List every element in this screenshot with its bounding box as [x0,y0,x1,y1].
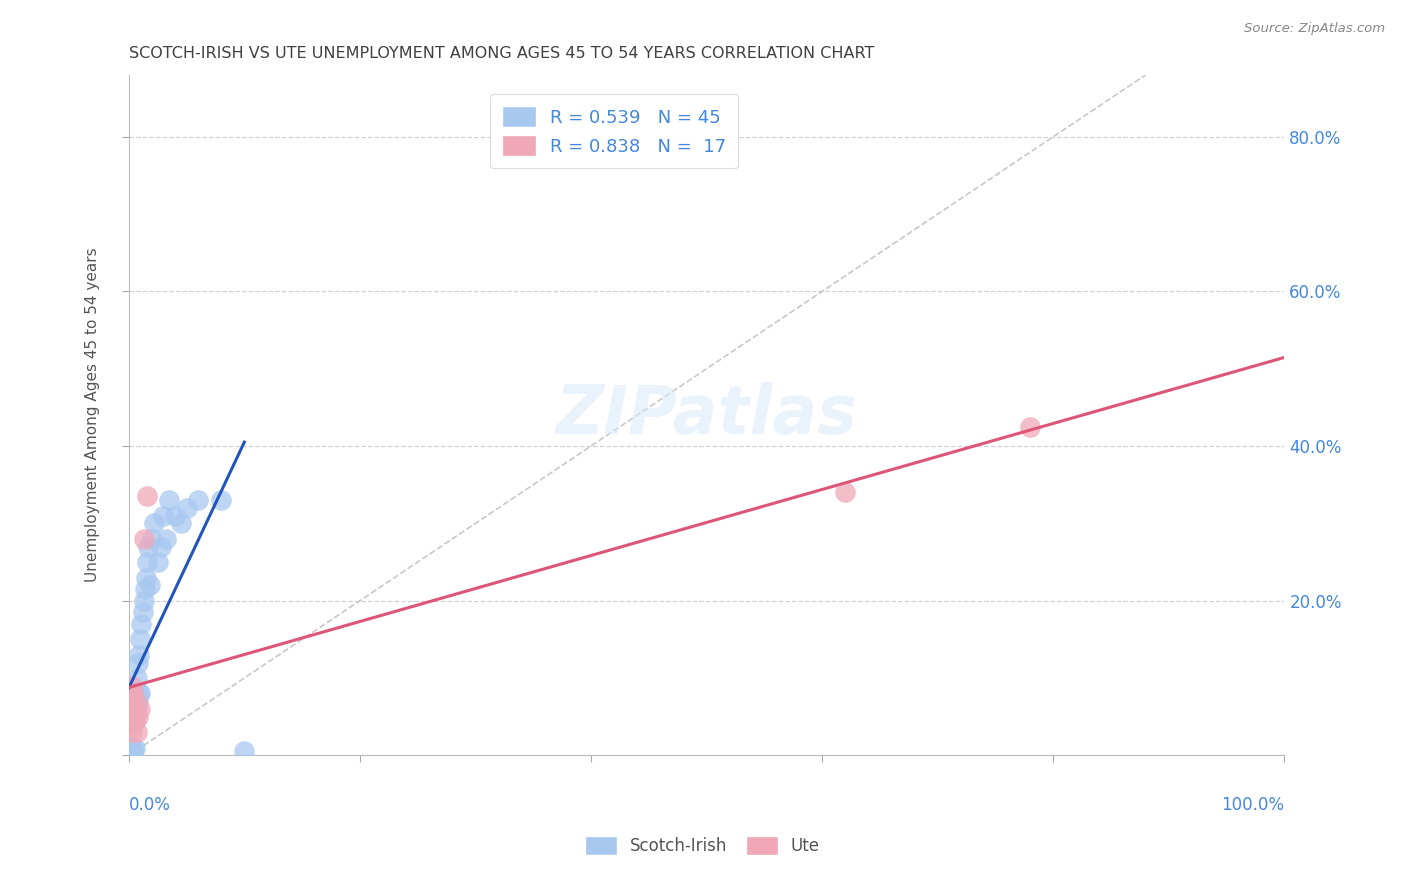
Point [125,706,148,720]
Point [132,532,155,546]
Point [138,578,160,592]
Point [150,540,173,554]
Point [163,508,186,523]
Point [122,742,145,756]
Point [136,555,159,569]
Point [125,725,148,739]
Point [141,532,163,546]
Point [121,740,143,755]
Point [125,686,148,700]
Point [129,686,152,700]
Point [135,570,157,584]
Point [124,714,146,728]
Y-axis label: Unemployment Among Ages 45 to 54 years: Unemployment Among Ages 45 to 54 years [86,248,100,582]
Text: 0.0%: 0.0% [129,797,170,814]
Point [129,632,152,647]
Point [122,686,145,700]
Point [157,493,180,508]
Point [176,500,198,515]
Point [118,740,141,755]
Point [233,744,256,758]
Legend: R = 0.539   N = 45, R = 0.838   N =  17: R = 0.539 N = 45, R = 0.838 N = 17 [489,95,738,169]
Point [118,709,141,723]
Point [120,740,142,755]
Point [1019,419,1042,434]
Point [127,694,149,708]
Point [120,717,142,731]
Point [121,725,143,739]
Point [122,702,145,716]
Point [170,516,193,531]
Point [121,742,143,756]
Point [152,508,174,523]
Legend: Scotch-Irish, Ute: Scotch-Irish, Ute [579,830,827,862]
Point [128,648,150,662]
Point [834,485,856,500]
Point [127,709,149,723]
Point [118,744,141,758]
Text: Source: ZipAtlas.com: Source: ZipAtlas.com [1244,22,1385,36]
Point [136,489,159,503]
Text: SCOTCH-IRISH VS UTE UNEMPLOYMENT AMONG AGES 45 TO 54 YEARS CORRELATION CHART: SCOTCH-IRISH VS UTE UNEMPLOYMENT AMONG A… [129,46,875,62]
Point [124,740,146,755]
Point [125,694,148,708]
Point [143,516,166,531]
Point [120,702,142,716]
Point [138,540,160,554]
Point [155,532,177,546]
Point [121,744,143,758]
Point [124,714,146,728]
Point [125,698,148,712]
Point [127,656,149,670]
Point [129,702,152,716]
Point [187,493,209,508]
Point [120,744,142,758]
Text: 100.0%: 100.0% [1222,797,1285,814]
Point [120,742,142,756]
Point [146,555,169,569]
Point [118,686,141,700]
Point [209,493,232,508]
Point [121,679,143,693]
Point [132,593,155,607]
Point [125,671,148,685]
Point [131,616,153,631]
Point [124,702,146,716]
Point [128,686,150,700]
Point [131,605,153,619]
Point [122,744,145,758]
Point [134,582,156,596]
Point [118,742,141,756]
Text: ZIPatlas: ZIPatlas [555,382,858,448]
